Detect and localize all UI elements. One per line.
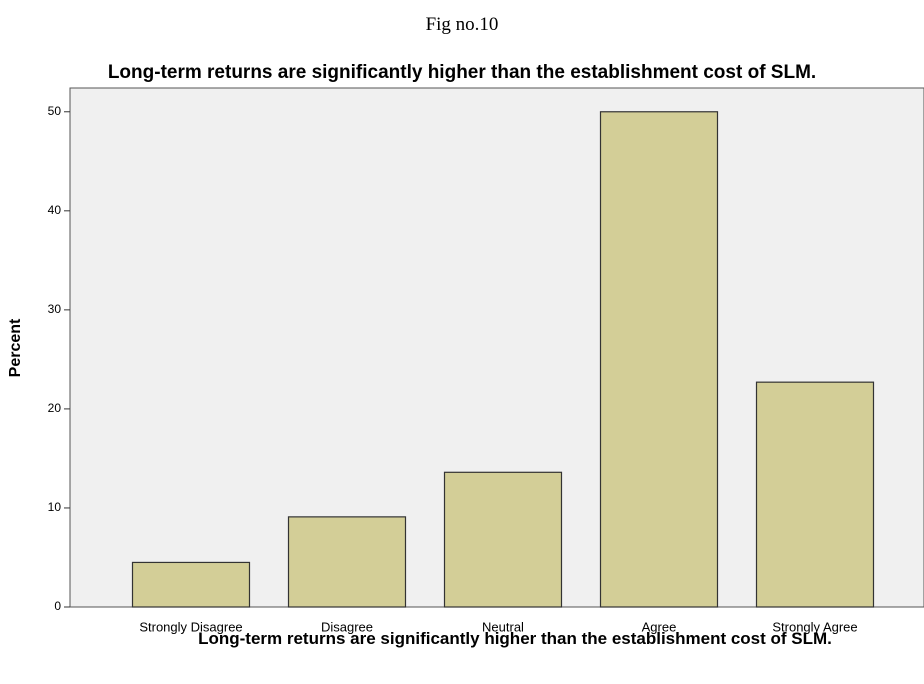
y-axis-label: Percent [7, 318, 24, 377]
bar [443, 471, 563, 608]
y-tick-label: 40 [48, 203, 62, 217]
x-tick-label: Agree [642, 619, 677, 634]
y-tick-label: 20 [48, 401, 62, 415]
x-tick-label: Neutral [482, 619, 524, 634]
x-tick-label: Strongly Agree [772, 619, 857, 634]
y-tick-label: 10 [48, 500, 62, 514]
y-tick-label: 30 [48, 302, 62, 316]
bar [599, 111, 719, 608]
bar [131, 561, 251, 608]
chart-title: Long-term returns are significantly high… [107, 62, 817, 83]
bar [755, 381, 875, 608]
x-tick-label: Disagree [321, 619, 373, 634]
y-tick-label: 50 [48, 104, 62, 118]
x-axis-label: Long-term returns are significantly high… [198, 629, 832, 648]
figure-caption: Fig no.10 [425, 14, 499, 35]
y-tick-label: 0 [54, 599, 61, 613]
bar [287, 516, 407, 608]
x-tick-label: Strongly Disagree [139, 619, 242, 634]
